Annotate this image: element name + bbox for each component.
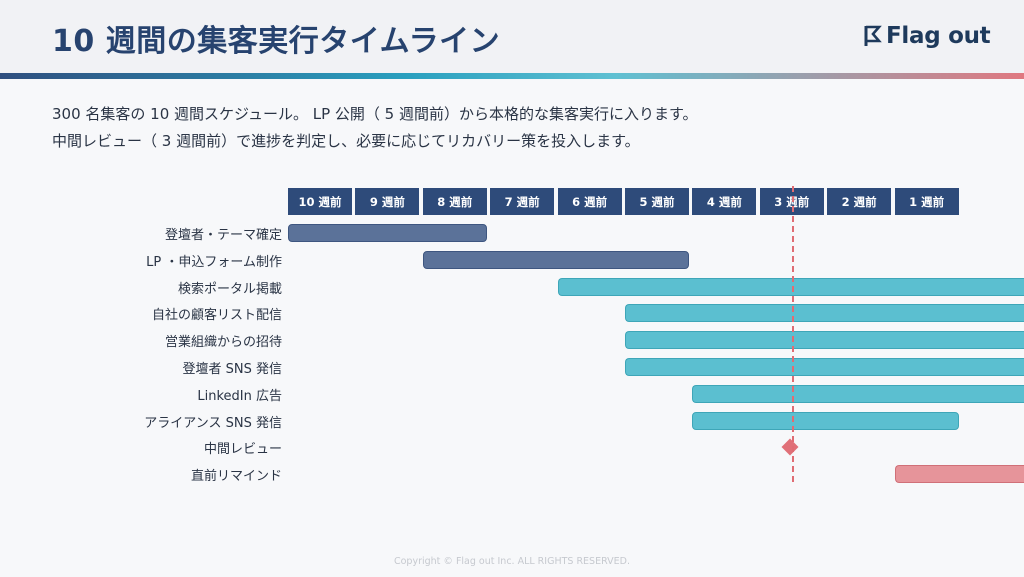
task-label: アライアンス SNS 発信 [144,415,282,431]
week-header-4: 4 週前 [692,188,757,215]
mid-review-line [792,186,794,482]
week-header-8: 8 週前 [422,188,487,215]
week-header-1: 1 週前 [894,188,959,215]
task-label: LP ・申込フォーム制作 [146,254,282,270]
task-bar [692,384,1024,403]
task-label: 検索ポータル掲載 [177,281,282,297]
task-label: 自社の顧客リスト配信 [151,308,282,324]
copyright: Copyright © Flag out Inc. ALL RIGHTS RES… [393,556,630,567]
flag-icon [864,25,882,46]
header: 10 週間の集客実行タイムライン Flag out [0,0,1024,73]
task-bar [557,277,1024,296]
task-bar [625,304,1024,323]
task-label: 直前リマインド [190,469,282,485]
description: 300 名集客の 10 週間スケジュール。 LP 公開（ 5 週間前）から本格的… [52,101,698,155]
milestone-diamond [781,438,799,456]
task-label: LinkedIn 広告 [197,388,282,404]
description-line-2: 中間レビュー（ 3 週間前）で進捗を判定し、必要に応じてリカバリー策を投入します… [52,132,640,150]
task-label: 中間レビュー [203,442,282,458]
week-header-2: 2 週前 [827,188,892,215]
task-bar [288,224,488,242]
page-title: 10 週間の集客実行タイムライン [52,24,501,59]
week-header-5: 5 週前 [625,188,689,215]
week-header-9: 9 週前 [355,188,420,215]
task-bar [625,358,1024,376]
task-label: 登壇者 SNS 発信 [182,362,283,377]
task-bar [692,411,959,430]
week-header-6: 6 週前 [557,188,622,215]
logo-text: Flag out [886,23,991,49]
task-bar [894,465,1024,484]
task-bar [422,250,690,269]
logo: Flag out [864,22,991,50]
week-header-10: 10 週前 [288,188,352,215]
description-line-1: 300 名集客の 10 週間スケジュール。 LP 公開（ 5 週間前）から本格的… [52,105,698,123]
week-header-3: 3 週前 [759,188,824,215]
accent-bar [0,73,1024,79]
week-header-7: 7 週前 [490,188,555,215]
task-label: 営業組織からの招待 [164,335,282,351]
task-bar [625,331,1024,350]
task-label: 登壇者・テーマ確定 [164,228,282,243]
